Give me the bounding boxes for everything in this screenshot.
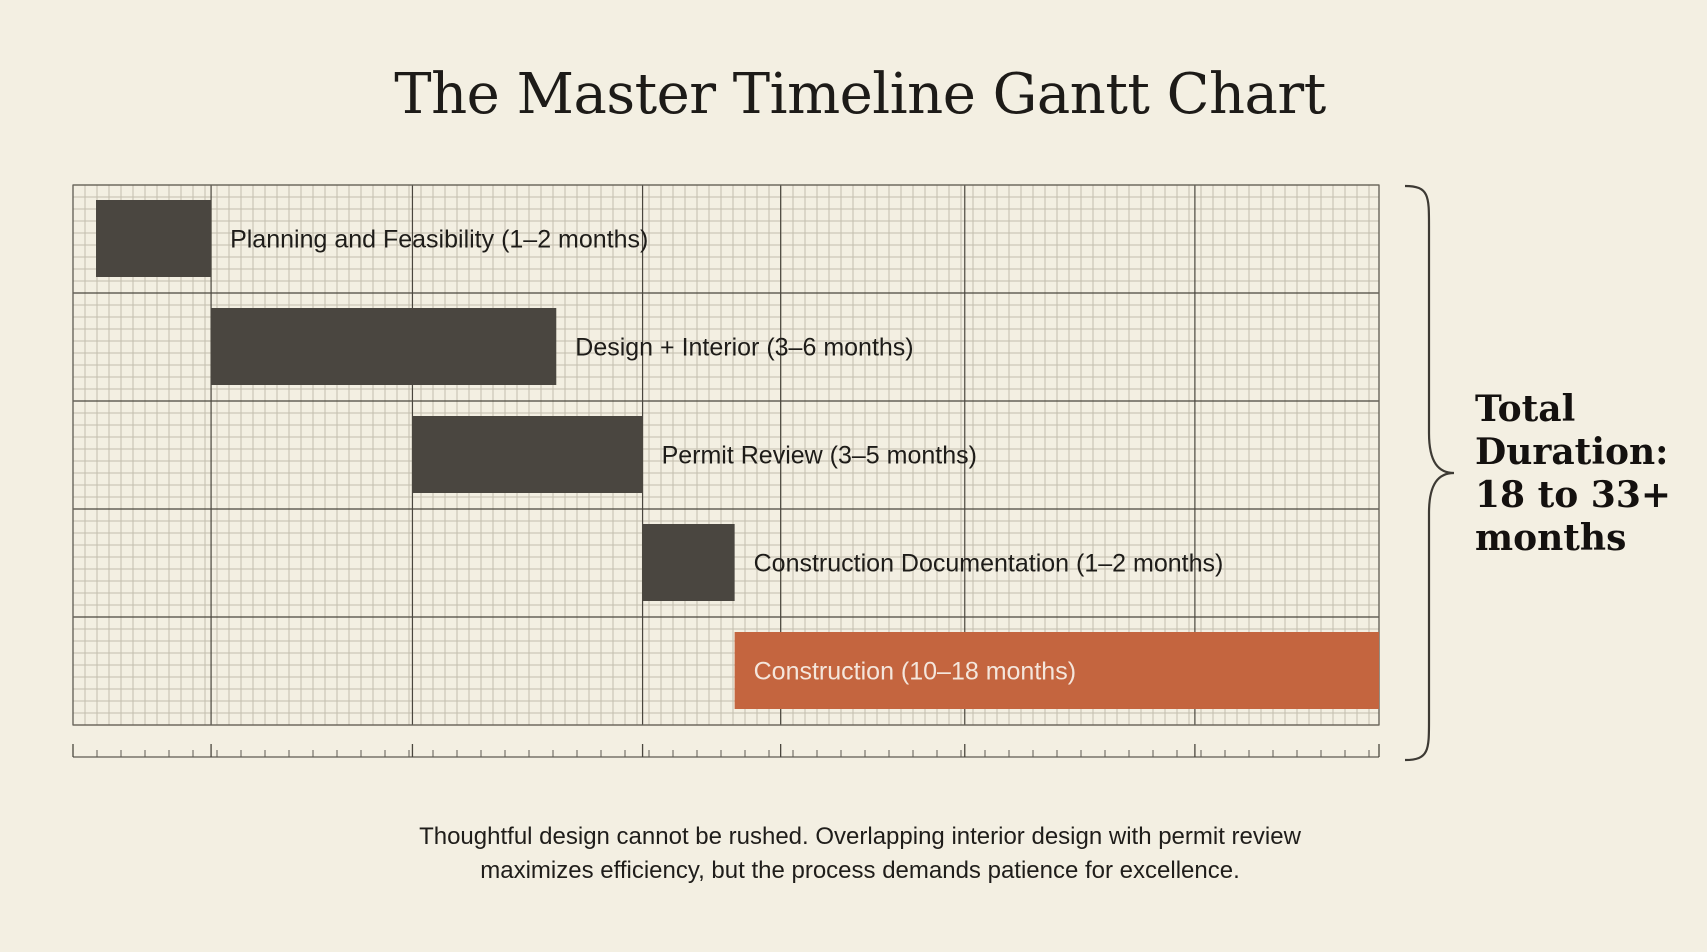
gantt-bar-label: Permit Review (3–5 months) — [662, 442, 977, 470]
gantt-bar-label: Construction Documentation (1–2 months) — [754, 550, 1224, 578]
gantt-bar — [96, 200, 212, 277]
bars: Planning and Feasibility (1–2 months) Des… — [96, 200, 1379, 709]
plot-frame — [72, 184, 1380, 726]
caption-line-2: maximizes efficiency, but the process de… — [480, 857, 1240, 884]
total-line-4: months — [1475, 517, 1627, 559]
total-line-1: Total — [1475, 388, 1576, 430]
gantt-bar — [412, 416, 643, 493]
gantt-bar — [642, 524, 735, 601]
caption-line-1: Thoughtful design cannot be rushed. Over… — [419, 823, 1301, 850]
gantt-bar-label: Planning and Feasibility (1–2 months) — [230, 226, 648, 254]
gantt-bar-label: Construction (10–18 months) — [754, 658, 1076, 686]
chart-title: The Master Timeline Gantt Chart — [394, 62, 1326, 127]
total-line-3: 18 to 33+ — [1475, 474, 1672, 516]
time-axis — [72, 744, 1380, 758]
caption: Thoughtful design cannot be rushed. Over… — [0, 820, 1707, 888]
gantt-bar — [211, 308, 557, 385]
gantt-bar — [734, 632, 1379, 709]
total-line-2: Duration: — [1475, 431, 1669, 473]
total-brace — [1404, 184, 1455, 762]
gantt-bar-label: Design + Interior (3–6 months) — [575, 334, 913, 362]
total-duration: Total Duration: 18 to 33+ months — [1475, 388, 1705, 560]
